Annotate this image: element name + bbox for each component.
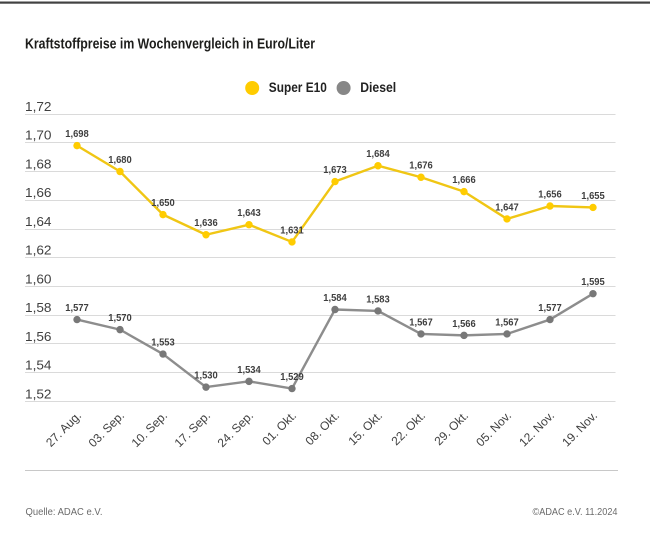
svg-text:1,58: 1,58 bbox=[25, 301, 52, 315]
svg-text:1,60: 1,60 bbox=[25, 272, 52, 286]
svg-text:1,650: 1,650 bbox=[151, 198, 175, 209]
svg-text:©ADAC e.V. 11.2024: ©ADAC e.V. 11.2024 bbox=[533, 506, 618, 518]
svg-text:1,631: 1,631 bbox=[280, 225, 304, 236]
svg-text:1,673: 1,673 bbox=[323, 165, 347, 176]
svg-text:1,570: 1,570 bbox=[108, 313, 132, 324]
svg-text:1,643: 1,643 bbox=[237, 208, 261, 219]
svg-text:1,684: 1,684 bbox=[366, 149, 390, 160]
svg-text:Quelle: ADAC e.V.: Quelle: ADAC e.V. bbox=[26, 506, 103, 518]
svg-text:1,567: 1,567 bbox=[409, 317, 433, 328]
svg-text:1,553: 1,553 bbox=[151, 337, 175, 348]
svg-text:Super E10: Super E10 bbox=[269, 80, 327, 95]
svg-text:1,698: 1,698 bbox=[65, 129, 89, 140]
svg-text:1,62: 1,62 bbox=[25, 244, 52, 258]
svg-text:1,534: 1,534 bbox=[237, 365, 261, 376]
svg-text:1,530: 1,530 bbox=[194, 371, 218, 382]
svg-text:1,68: 1,68 bbox=[25, 157, 52, 171]
svg-text:1,676: 1,676 bbox=[409, 161, 433, 172]
svg-text:Diesel: Diesel bbox=[360, 80, 396, 95]
svg-text:1,584: 1,584 bbox=[323, 293, 347, 304]
svg-text:1,636: 1,636 bbox=[194, 218, 218, 229]
svg-text:1,656: 1,656 bbox=[538, 189, 562, 200]
svg-text:1,70: 1,70 bbox=[25, 129, 52, 143]
svg-text:1,64: 1,64 bbox=[25, 215, 52, 229]
svg-text:1,54: 1,54 bbox=[25, 359, 52, 373]
svg-text:1,52: 1,52 bbox=[25, 387, 52, 401]
svg-text:1,666: 1,666 bbox=[452, 175, 476, 186]
svg-text:1,567: 1,567 bbox=[495, 317, 519, 328]
svg-text:1,56: 1,56 bbox=[25, 330, 52, 344]
svg-text:1,680: 1,680 bbox=[108, 155, 132, 166]
svg-text:1,66: 1,66 bbox=[25, 186, 52, 200]
svg-text:1,577: 1,577 bbox=[65, 303, 89, 314]
svg-text:1,595: 1,595 bbox=[581, 277, 605, 288]
svg-text:1,655: 1,655 bbox=[581, 191, 605, 202]
svg-text:1,566: 1,566 bbox=[452, 319, 476, 330]
svg-text:1,577: 1,577 bbox=[538, 303, 562, 314]
svg-text:1,72: 1,72 bbox=[25, 100, 52, 114]
svg-text:1,583: 1,583 bbox=[366, 294, 390, 305]
svg-text:1,529: 1,529 bbox=[280, 372, 304, 383]
svg-text:1,647: 1,647 bbox=[495, 202, 519, 213]
svg-text:Kraftstoffpreise im Wochenverg: Kraftstoffpreise im Wochenvergleich in E… bbox=[25, 37, 315, 53]
